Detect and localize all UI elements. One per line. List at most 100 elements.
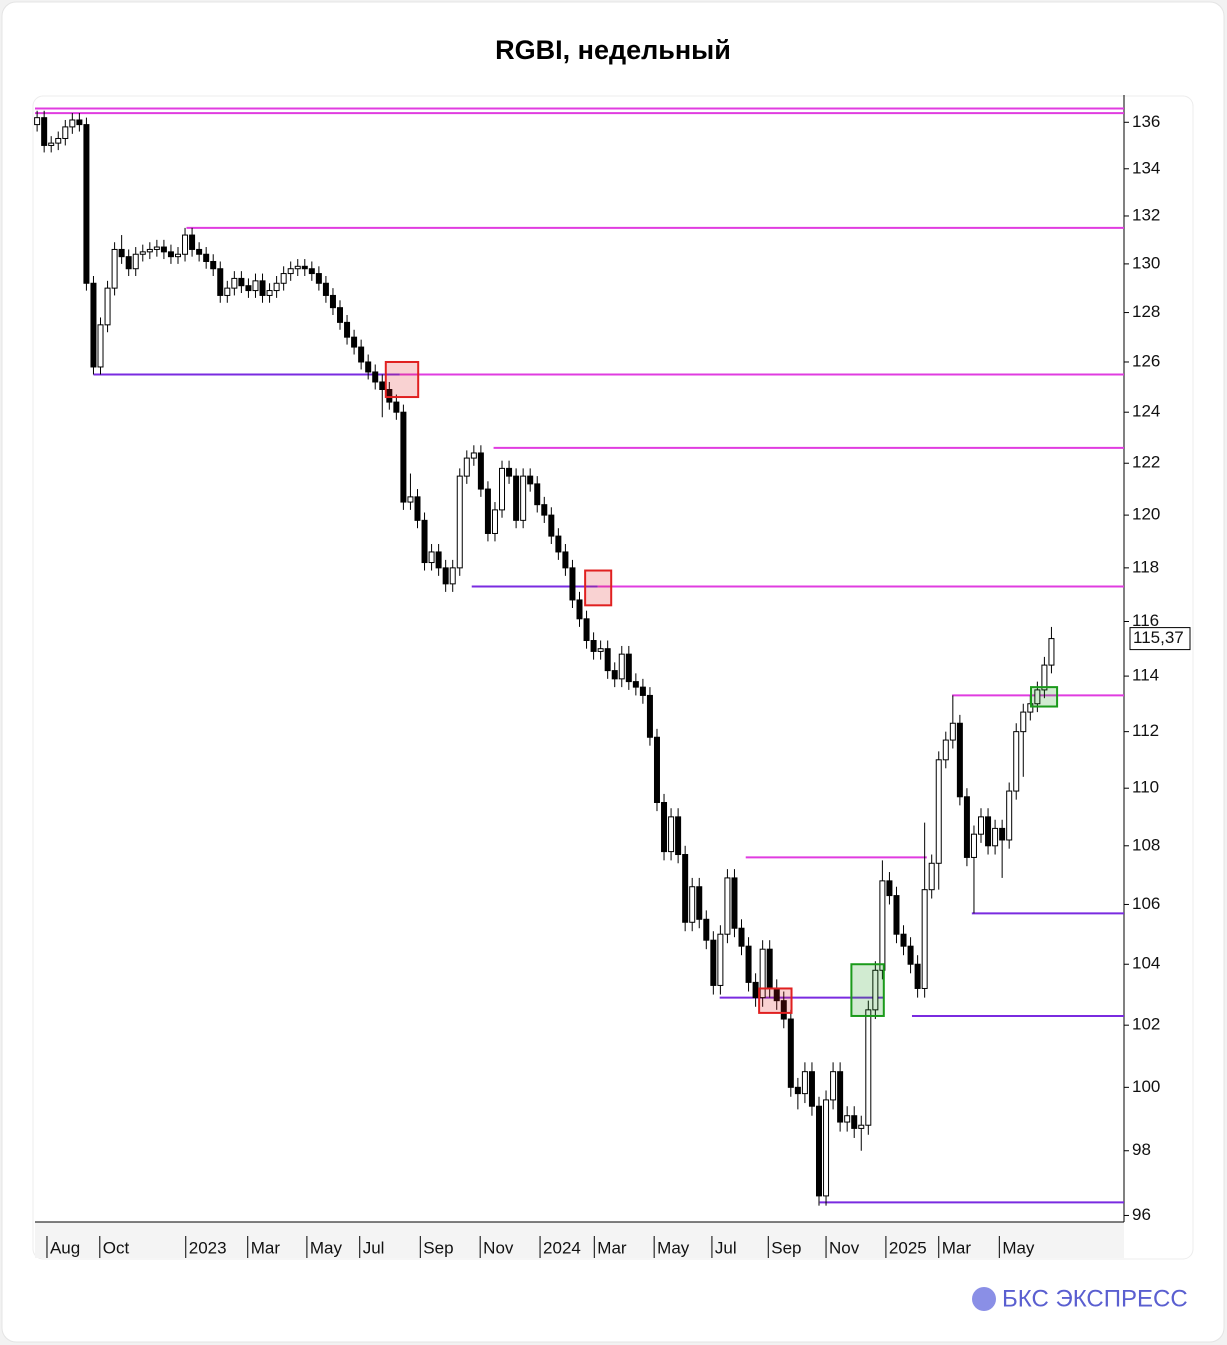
candle-body	[217, 268, 224, 296]
candle-body	[527, 475, 534, 485]
candle-body	[273, 282, 280, 292]
candle-body	[661, 801, 668, 853]
candle-body	[414, 496, 421, 521]
highlight-zone	[850, 963, 885, 1017]
candle-body	[548, 514, 555, 537]
x-tick-label: Jul	[715, 1238, 737, 1257]
candle-body	[646, 694, 653, 738]
candle-body	[1041, 664, 1048, 691]
candle-body	[583, 618, 590, 642]
candle-body	[1048, 638, 1055, 666]
y-tick-label: 102	[1132, 1015, 1160, 1034]
candle-body	[484, 488, 491, 534]
candle-body	[1034, 689, 1041, 705]
candle-body	[386, 389, 393, 403]
candle-body	[294, 265, 301, 270]
candle-body	[801, 1071, 808, 1095]
candle-body	[442, 567, 449, 585]
candle-body	[252, 280, 259, 292]
candle-body	[858, 1124, 865, 1129]
candle-body	[231, 277, 238, 289]
candle-body	[900, 933, 907, 947]
candle-body	[329, 294, 336, 309]
candle-body	[463, 457, 470, 477]
y-tick-label: 116	[1132, 611, 1159, 630]
candle-body	[724, 877, 731, 935]
highlight-zone	[384, 360, 420, 399]
candle-body	[534, 483, 541, 506]
candle-body	[830, 1071, 837, 1101]
candle-body	[315, 273, 322, 284]
x-tick-label: Mar	[597, 1238, 627, 1257]
candle-body	[393, 401, 400, 413]
candle-body	[245, 285, 252, 292]
y-tick-label: 98	[1132, 1140, 1151, 1159]
chart-title: RGBI, недельный	[495, 35, 731, 65]
candle-body	[597, 648, 604, 652]
candle-body	[604, 648, 611, 672]
y-tick-label: 136	[1132, 112, 1160, 131]
candle-body	[541, 504, 548, 516]
candle-body	[569, 567, 576, 601]
y-tick-label: 106	[1132, 894, 1160, 913]
candle-body	[823, 1099, 830, 1197]
candle-body	[132, 253, 139, 270]
x-tick-label: Mar	[942, 1238, 972, 1257]
candle-body	[703, 918, 710, 941]
candle-body	[322, 282, 329, 296]
candle-body	[146, 248, 153, 253]
last-price-box	[1129, 627, 1191, 651]
candle-body	[90, 282, 97, 368]
candle-body	[935, 759, 942, 864]
candle-body	[456, 475, 463, 569]
candle-body	[358, 346, 365, 363]
candle-body	[815, 1105, 822, 1197]
x-tick-label: 2025	[889, 1238, 927, 1257]
candle-body	[745, 945, 752, 983]
candle-body	[153, 246, 160, 250]
candle-body	[400, 411, 407, 503]
y-tick-label: 126	[1132, 351, 1160, 370]
candle-body	[308, 268, 315, 275]
candle-body	[808, 1071, 815, 1107]
x-tick-label: Mar	[251, 1238, 281, 1257]
candle-body	[470, 452, 477, 459]
x-tick-label: May	[657, 1238, 690, 1257]
candle-body	[421, 519, 428, 564]
candle-body	[766, 948, 773, 989]
y-tick-label: 124	[1132, 402, 1160, 421]
candle-body	[956, 722, 963, 798]
candle-body	[893, 895, 900, 935]
candle-body	[653, 736, 660, 803]
candle-body	[794, 1086, 801, 1095]
candle-body	[844, 1115, 851, 1123]
x-tick-label: May	[1002, 1238, 1035, 1257]
candle-body	[928, 862, 935, 891]
candle-body	[41, 117, 48, 146]
candle-body	[978, 816, 985, 835]
candle-body	[1020, 711, 1027, 733]
candle-body	[238, 277, 245, 287]
candle-body	[717, 933, 724, 986]
candle-body	[992, 827, 999, 847]
candle-body	[125, 256, 132, 270]
candle-body	[639, 686, 646, 696]
candle-body	[851, 1115, 858, 1129]
candle-body	[266, 290, 273, 296]
candle-body	[139, 251, 146, 255]
candle-body	[611, 670, 618, 680]
candle-body	[590, 640, 597, 652]
candle-body	[985, 816, 992, 847]
y-tick-label: 114	[1132, 666, 1159, 685]
candle-body	[435, 551, 442, 569]
candle-body	[872, 969, 879, 1011]
candle-body	[506, 467, 513, 477]
brand-logo	[972, 1287, 996, 1311]
highlight-zone	[1030, 686, 1059, 708]
candle-body	[182, 234, 189, 255]
last-price-label: 115,37	[1133, 628, 1184, 647]
y-tick-label: 122	[1132, 453, 1160, 472]
x-tick-label: Sep	[771, 1238, 801, 1257]
